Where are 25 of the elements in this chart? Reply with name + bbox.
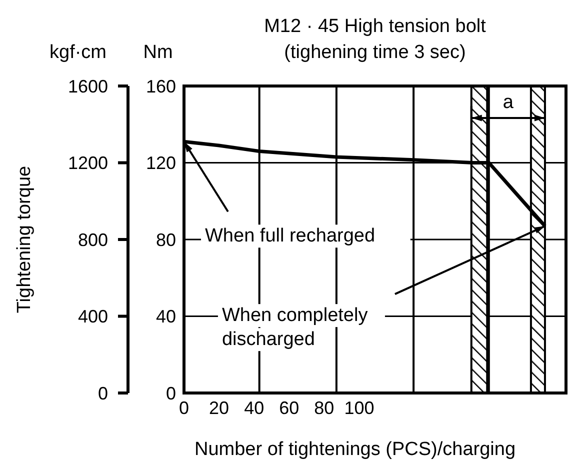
x-tick-label: 80 xyxy=(314,398,334,418)
x-tick-label: 20 xyxy=(209,398,230,418)
annotation: When completely discharged xyxy=(222,305,368,350)
y2-tick-label: 0 xyxy=(98,383,108,404)
y-axis-title: Nm xyxy=(143,42,173,63)
annotation: a xyxy=(502,92,514,113)
chart-subtitle: (tighening time 3 sec) xyxy=(284,42,466,63)
y-tick-label: 80 xyxy=(156,230,176,250)
y2-tick-label: 400 xyxy=(78,306,108,327)
x-axis-title: Number of tightenings (PCS)/charging xyxy=(194,439,516,460)
y-tick-label: 40 xyxy=(156,306,176,327)
y-tick-label: 120 xyxy=(146,153,176,174)
x-tick-label: 60 xyxy=(279,398,300,418)
y2-tick-label: 1600 xyxy=(68,76,108,96)
x-tick-label: 100 xyxy=(344,398,374,418)
y-tick-label: 0 xyxy=(166,383,176,404)
x-tick-label: 40 xyxy=(244,398,264,418)
y2-axis-title: kgf·cm xyxy=(50,42,106,63)
text: Tightening torque xyxy=(14,166,35,314)
x-tick-label: 0 xyxy=(178,398,190,418)
y2-tick-label: 1200 xyxy=(68,153,108,174)
y-tick-label: 160 xyxy=(146,76,176,96)
chart-title: M12 · 45 High tension bolt xyxy=(264,16,487,37)
annotation: When full recharged xyxy=(205,226,376,247)
y2-tick-label: 800 xyxy=(78,230,108,250)
